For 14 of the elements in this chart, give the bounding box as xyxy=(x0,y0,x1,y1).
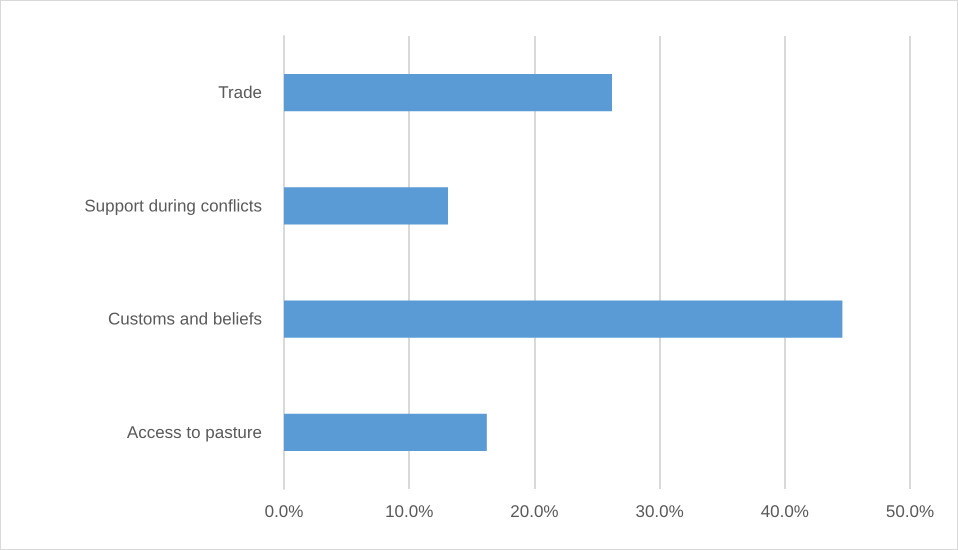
x-tick-label: 50.0% xyxy=(886,502,934,521)
y-tick-label: Trade xyxy=(218,83,262,102)
y-tick-label: Support during conflicts xyxy=(84,196,262,216)
x-tick-label: 40.0% xyxy=(760,502,809,521)
x-tick-label: 10.0% xyxy=(385,502,434,521)
y-tick-label: Customs and beliefs xyxy=(108,310,262,329)
bar xyxy=(284,187,448,225)
x-tick-label: 30.0% xyxy=(636,502,684,521)
bar xyxy=(284,414,487,452)
x-tick-label: 0.0% xyxy=(264,502,304,521)
y-tick-label: Access to pasture xyxy=(126,422,262,442)
bar xyxy=(284,300,842,338)
bar xyxy=(284,74,612,112)
x-tick-label: 20.0% xyxy=(510,502,558,521)
